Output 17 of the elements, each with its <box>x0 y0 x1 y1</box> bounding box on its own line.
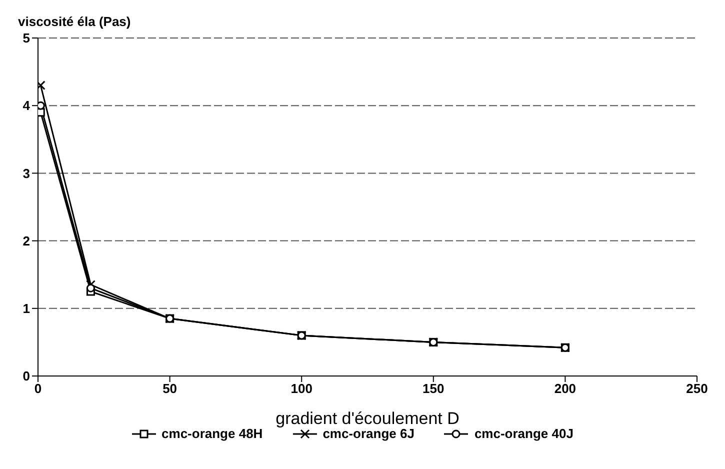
y-tick-label: 5 <box>22 30 30 46</box>
y-axis-title: viscosité éla (Pas) <box>18 14 131 29</box>
x-tick-label: 0 <box>34 381 42 396</box>
y-tick-label: 2 <box>22 233 30 248</box>
x-tick-label: 250 <box>686 381 708 396</box>
legend-label: cmc-orange 40J <box>474 426 574 441</box>
x-tick-label: 200 <box>554 381 576 396</box>
legend-label: cmc-orange 6J <box>322 426 414 441</box>
x-axis-title: gradient d'écoulement D <box>276 409 460 428</box>
y-tick-label: 3 <box>22 166 30 181</box>
y-tick-label: 0 <box>22 368 30 384</box>
y-tick-label: 1 <box>22 301 30 316</box>
x-tick-label: 150 <box>422 381 444 396</box>
x-tick-label: 50 <box>162 381 178 396</box>
legend-label: cmc-orange 48H <box>162 426 263 441</box>
y-tick-label: 4 <box>22 98 31 114</box>
x-tick-label: 100 <box>290 381 312 396</box>
